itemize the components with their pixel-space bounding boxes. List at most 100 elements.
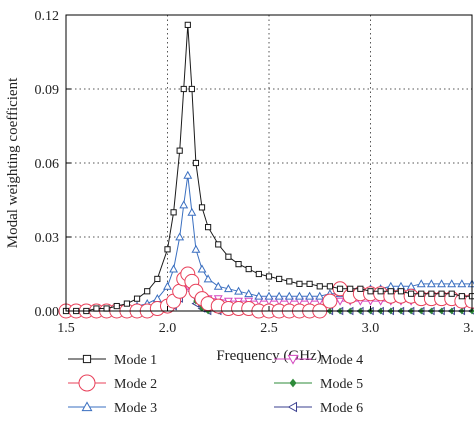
mode-1-series [62, 21, 474, 315]
x-axis-title: Frequency (GHz) [216, 348, 321, 364]
legend-marker [289, 378, 297, 388]
legend-label: Mode 6 [320, 401, 363, 416]
legend-marker [78, 374, 96, 392]
mode-1-point [408, 290, 415, 297]
mode-3-point [191, 244, 201, 253]
legend-item-mode-1: Mode 1 [68, 353, 157, 368]
legend-label: Mode 2 [114, 377, 157, 392]
mode-1-point [397, 288, 405, 295]
mode-1-point [154, 275, 161, 283]
mode-1-point [326, 283, 333, 290]
mode-1-point [255, 270, 262, 278]
x-tick-label: 1.5 [57, 321, 75, 336]
mode-3-point [315, 291, 325, 300]
mode-3-point [179, 200, 189, 209]
mode-3-point [187, 207, 197, 216]
legend-item-mode-4: Mode 4 [274, 353, 363, 368]
legend-marker [287, 354, 299, 365]
series-layer [58, 21, 474, 319]
mode-3-point [213, 281, 223, 290]
mode-1-point [286, 278, 293, 285]
legend-item-mode-5: Mode 5 [274, 377, 363, 392]
mode-3-point [203, 274, 213, 283]
mode-1-point [316, 283, 323, 290]
x-tick-label: 3.0 [362, 321, 380, 336]
legend-label: Mode 5 [320, 377, 363, 392]
mode-3-point [175, 232, 185, 241]
mode-3-point [223, 284, 233, 293]
mode-3-point [426, 279, 436, 288]
mode-1-point [225, 253, 232, 260]
mode-1-point [367, 288, 374, 295]
mode-1-point [180, 85, 187, 93]
mode-3-point [254, 291, 264, 300]
legend-item-mode-6: Mode 6 [274, 401, 363, 416]
mode-1-point [276, 275, 283, 283]
y-tick-label: 0.00 [35, 305, 60, 320]
mode-1-point [170, 209, 177, 216]
mode-3-point [274, 291, 284, 300]
mode-1-point [296, 280, 303, 287]
mode-1-point [438, 290, 445, 297]
mode-1-point [245, 265, 252, 273]
mode-3-point [284, 291, 294, 300]
mode-3-point [305, 291, 315, 300]
mode-3-point [437, 279, 446, 288]
legend-item-mode-2: Mode 2 [68, 374, 157, 392]
legend-item-mode-3: Mode 3 [68, 401, 157, 416]
legend-label: Mode 3 [114, 401, 157, 416]
mode-1-point [123, 300, 131, 307]
mode-2-point [322, 293, 338, 309]
y-tick-label: 0.12 [35, 9, 60, 24]
mode-1-point [387, 288, 394, 295]
y-axis-title: Modal weighting coefficient [5, 77, 21, 248]
mode-1-point [176, 147, 183, 154]
mode-3-point [169, 264, 179, 273]
mode-1-point [357, 285, 364, 292]
mode-1-point [336, 285, 344, 292]
mode-1-point [347, 285, 354, 292]
mode-1-point [428, 290, 435, 297]
y-tick-label: 0.03 [35, 231, 60, 246]
y-tick-label: 0.06 [35, 157, 60, 172]
legend-label: Mode 4 [320, 353, 363, 368]
axis-ticks: 1.5 2.0 2.5 3.0 3.5 0.00 0.03 0.06 0.09 0.12 [35, 9, 474, 336]
mode-3-point [234, 286, 243, 295]
mode-1-point [133, 295, 141, 302]
mode-1-point [188, 85, 195, 93]
legend-marker [287, 401, 298, 413]
mode-3-point [197, 264, 207, 273]
mode-1-point [144, 288, 151, 295]
legend: Mode 1 Mode 2 Mode 3 Mode 4 Mode 5 Mode 6 [68, 353, 363, 416]
mode-1-point [377, 288, 384, 295]
mode-1-point [113, 302, 120, 310]
mode-3-point [457, 279, 467, 288]
x-tick-label: 2.5 [260, 321, 278, 336]
mode-1-point [103, 305, 110, 312]
mode-4-point [335, 297, 345, 306]
mode-1-point [192, 159, 200, 167]
mode-3-point [416, 279, 426, 288]
mode-1-point [198, 204, 206, 211]
x-tick-label: 3.5 [463, 321, 474, 336]
mode-1-point [448, 290, 455, 297]
legend-marker [81, 401, 93, 412]
grid [66, 15, 472, 311]
mode-1-point [306, 280, 313, 287]
mode-3-point [183, 170, 193, 179]
mode-1-point [205, 224, 212, 231]
mode-1-point [164, 246, 171, 253]
mode-1-point [458, 293, 465, 300]
mode-3-point [244, 289, 254, 298]
y-tick-label: 0.09 [35, 83, 60, 98]
mode-3-point [447, 279, 457, 288]
mode-3-point [163, 281, 172, 290]
mode-1-point [265, 273, 273, 280]
mode-1-point [215, 241, 222, 248]
mode-1-point [418, 290, 425, 297]
mode-3-point [264, 291, 274, 300]
mode-3-point [295, 291, 304, 300]
mode-1-point [93, 305, 100, 312]
mode-1-point [184, 21, 191, 28]
